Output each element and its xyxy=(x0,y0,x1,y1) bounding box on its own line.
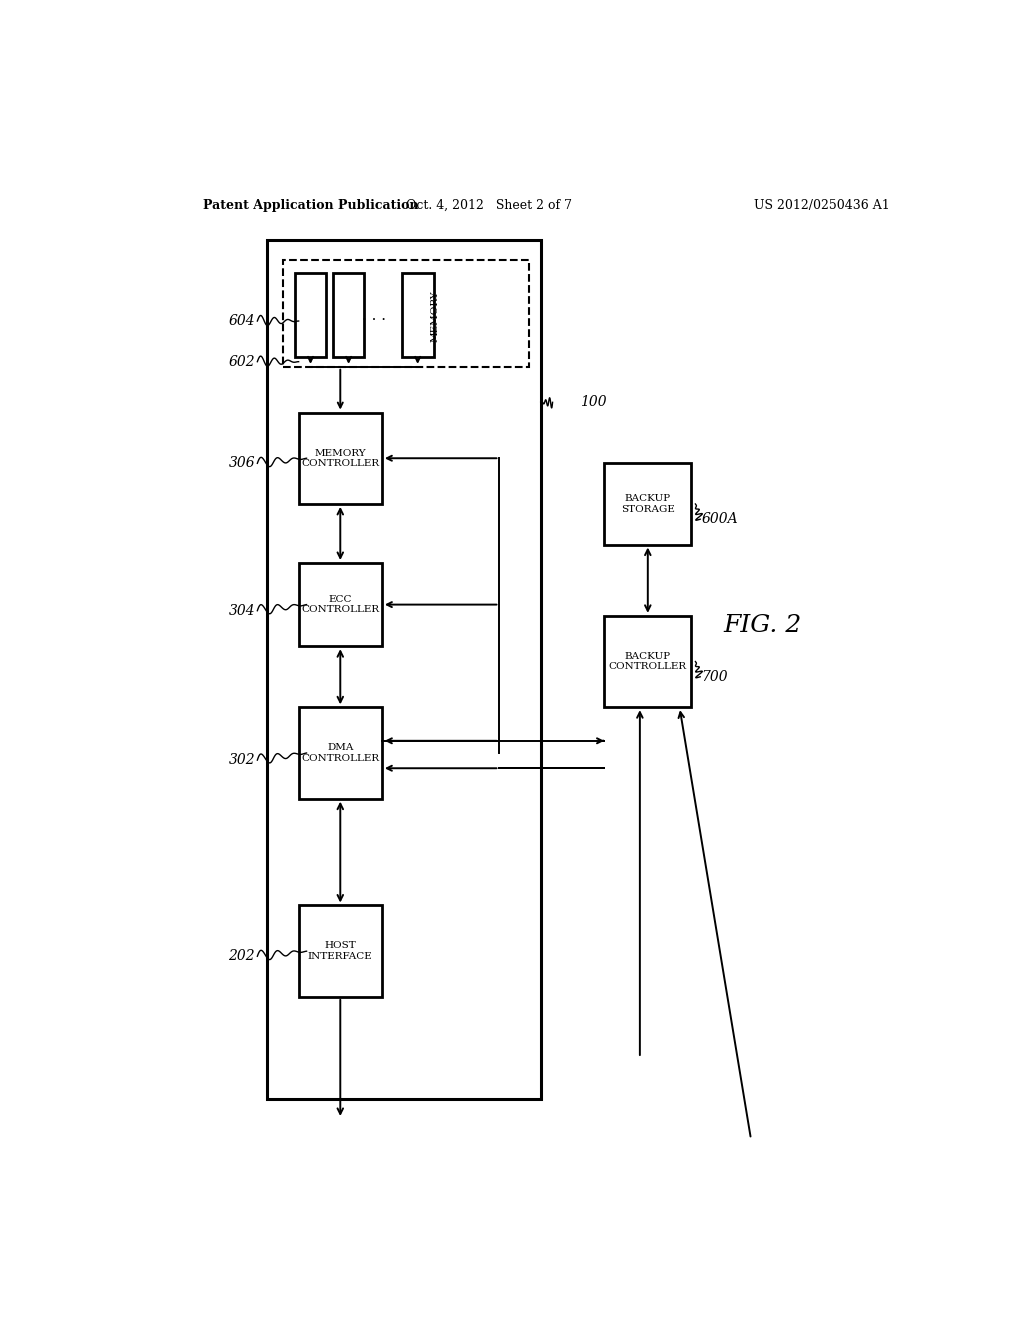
Text: BACKUP
CONTROLLER: BACKUP CONTROLLER xyxy=(608,652,687,671)
Bar xyxy=(299,906,382,997)
Bar xyxy=(283,260,528,367)
Text: US 2012/0250436 A1: US 2012/0250436 A1 xyxy=(754,199,890,213)
Text: HOST
INTERFACE: HOST INTERFACE xyxy=(308,941,373,961)
Text: FIG. 2: FIG. 2 xyxy=(724,614,802,638)
Bar xyxy=(333,273,365,356)
Text: MEMORY
CONTROLLER: MEMORY CONTROLLER xyxy=(301,449,379,467)
Text: BACKUP
STORAGE: BACKUP STORAGE xyxy=(621,494,675,513)
Text: 302: 302 xyxy=(228,754,255,767)
Text: 604: 604 xyxy=(228,314,255,329)
Bar xyxy=(295,273,327,356)
Text: 602: 602 xyxy=(228,355,255,368)
Text: ECC
CONTROLLER: ECC CONTROLLER xyxy=(301,595,379,614)
Text: 100: 100 xyxy=(581,395,607,409)
Text: DMA
CONTROLLER: DMA CONTROLLER xyxy=(301,743,379,763)
Text: 600A: 600A xyxy=(701,512,738,527)
Text: 306: 306 xyxy=(228,457,255,470)
Bar xyxy=(299,708,382,799)
Text: 202: 202 xyxy=(228,949,255,964)
Bar xyxy=(604,615,691,708)
Bar xyxy=(401,273,433,356)
Text: Oct. 4, 2012   Sheet 2 of 7: Oct. 4, 2012 Sheet 2 of 7 xyxy=(407,199,572,213)
Text: Patent Application Publication: Patent Application Publication xyxy=(204,199,419,213)
Text: 700: 700 xyxy=(701,669,728,684)
Text: 304: 304 xyxy=(228,603,255,618)
Bar xyxy=(267,240,541,1098)
Text: MEMORY: MEMORY xyxy=(431,290,439,342)
Text: . . .: . . . xyxy=(362,309,386,323)
Bar xyxy=(604,463,691,545)
Bar xyxy=(299,562,382,647)
Bar xyxy=(299,413,382,504)
